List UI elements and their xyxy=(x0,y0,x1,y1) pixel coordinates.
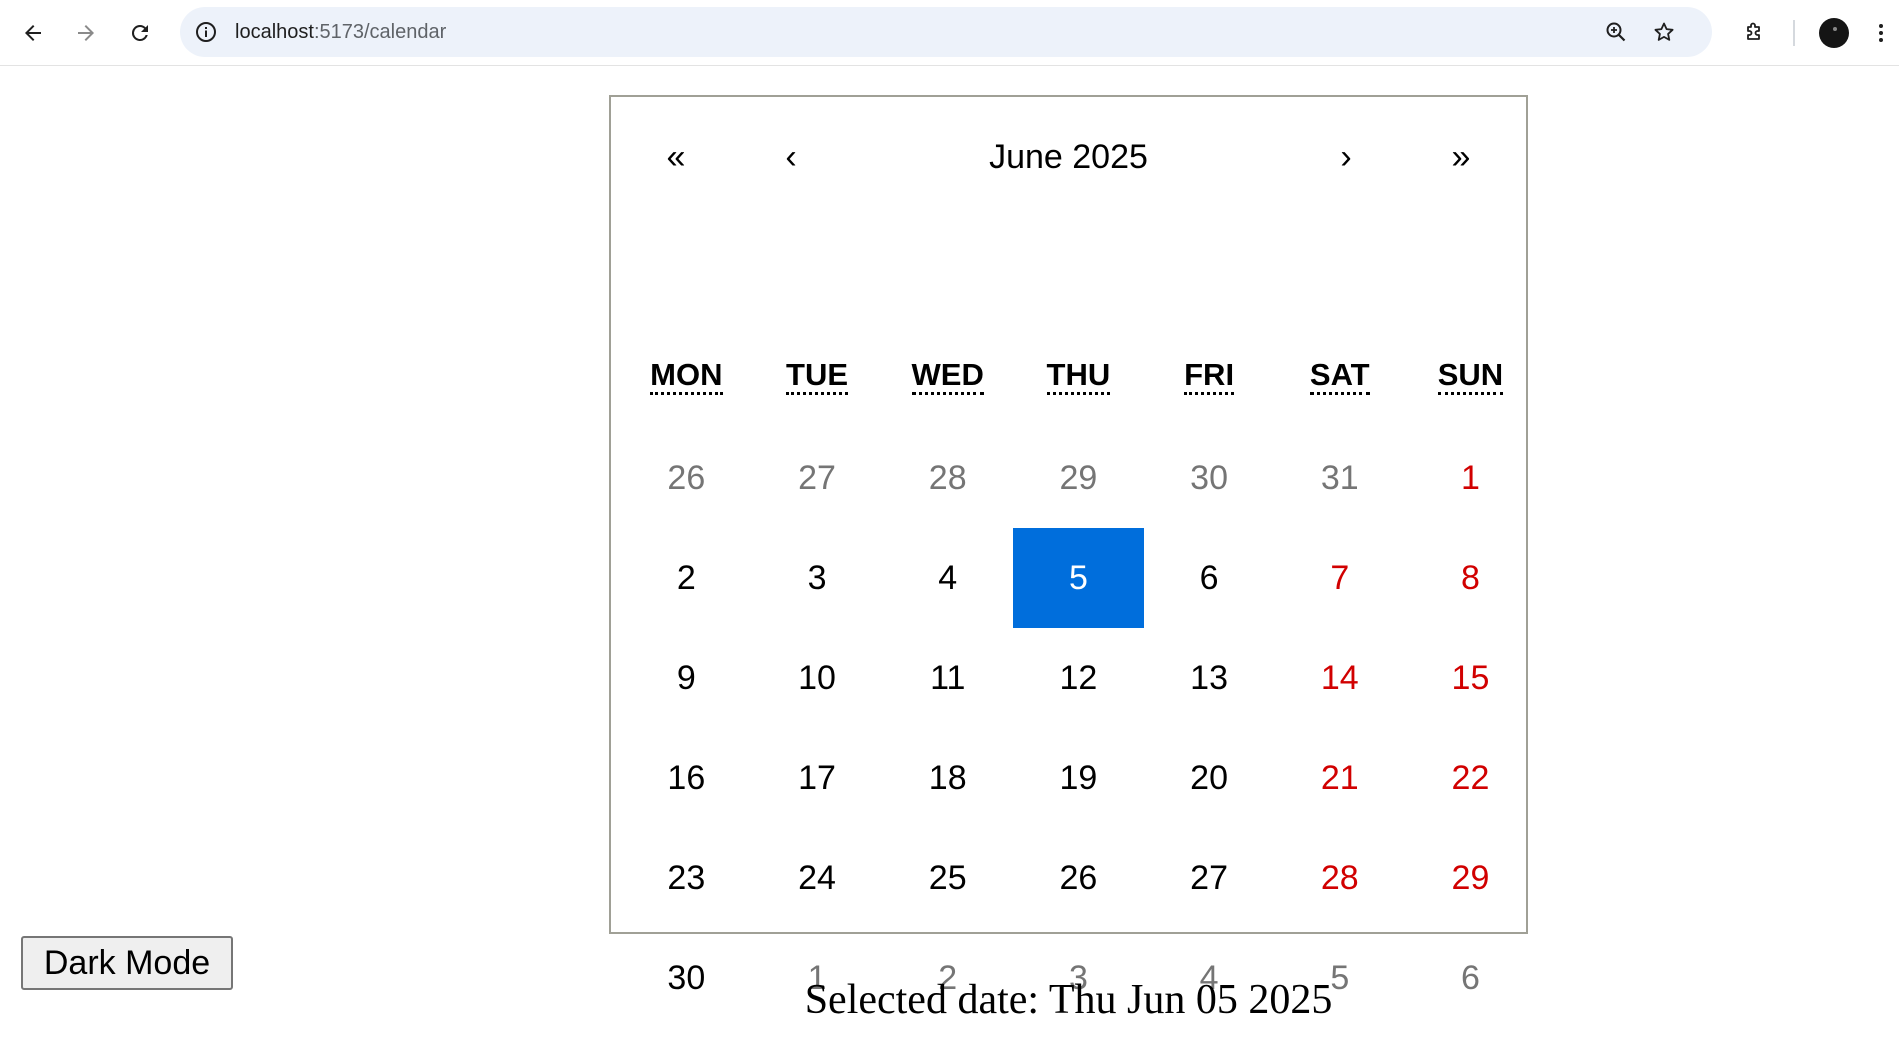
weekday-thu: THU xyxy=(1013,352,1144,402)
dark-mode-button[interactable]: Dark Mode xyxy=(21,936,233,990)
day-tile-selected[interactable]: 5 xyxy=(1013,528,1144,628)
prev-year-button[interactable]: « xyxy=(666,138,686,176)
arrow-left-icon xyxy=(25,25,41,41)
day-tile[interactable]: 3 xyxy=(1068,958,1088,997)
puzzle-icon xyxy=(1747,22,1760,40)
weekday-fri: FRI xyxy=(1144,352,1275,402)
weekday-header: MON TUE WED THU FRI SAT SUN xyxy=(621,352,1536,402)
url-text: localhost:5173/calendar xyxy=(235,7,446,57)
day-tile[interactable]: 21 xyxy=(1320,758,1359,797)
day-tile[interactable]: 2 xyxy=(676,558,696,597)
avatar[interactable] xyxy=(1819,18,1849,48)
day-tile[interactable]: 14 xyxy=(1320,658,1359,697)
reload-button[interactable] xyxy=(120,13,160,53)
day-tile[interactable]: 4 xyxy=(1199,958,1219,997)
day-tile[interactable]: 26 xyxy=(1059,858,1098,897)
selected-date-text: Selected date: Thu Jun 05 2025 xyxy=(804,977,1333,1023)
day-tile[interactable]: 11 xyxy=(930,658,966,697)
extensions-button[interactable] xyxy=(1734,13,1774,53)
month-label[interactable]: June 2025 xyxy=(989,138,1148,176)
back-button[interactable] xyxy=(13,13,53,53)
day-tile[interactable]: 23 xyxy=(667,858,706,897)
day-tile[interactable]: 30 xyxy=(1190,458,1228,497)
reload-icon xyxy=(131,24,148,41)
info-icon[interactable] xyxy=(194,20,218,44)
day-tile[interactable]: 6 xyxy=(1461,958,1480,997)
day-tile[interactable]: 15 xyxy=(1451,658,1490,697)
day-tile[interactable]: 27 xyxy=(1190,858,1228,897)
weekday-label: WED xyxy=(911,357,984,395)
day-tile[interactable]: 31 xyxy=(1320,458,1359,497)
weekday-label: FRI xyxy=(1184,357,1235,395)
day-tile[interactable]: 29 xyxy=(1059,458,1098,497)
weekday-label: SUN xyxy=(1437,357,1504,395)
weekday-label: MON xyxy=(650,357,723,395)
day-tile[interactable]: 27 xyxy=(798,458,836,497)
day-tile[interactable]: 12 xyxy=(1059,658,1098,697)
day-tile[interactable]: 25 xyxy=(928,858,967,897)
day-tile[interactable]: 28 xyxy=(1320,858,1359,897)
menu-button[interactable] xyxy=(1866,13,1896,53)
weekday-tue: TUE xyxy=(752,352,883,402)
day-tile[interactable]: 13 xyxy=(1190,658,1228,697)
day-tile[interactable]: 18 xyxy=(928,758,967,797)
address-bar[interactable]: localhost:5173/calendar xyxy=(180,7,1712,57)
day-tile[interactable]: 1 xyxy=(1461,458,1480,497)
weekday-label: TUE xyxy=(786,357,849,395)
toolbar-divider xyxy=(1793,20,1795,46)
day-tile[interactable]: 1 xyxy=(807,958,827,997)
day-tile[interactable]: 8 xyxy=(1461,558,1480,597)
next-month-button[interactable]: › xyxy=(1340,138,1352,176)
day-tile[interactable]: 29 xyxy=(1451,858,1490,897)
day-tile[interactable]: 5 xyxy=(1330,958,1350,997)
calendar-navigation: « ‹ June 2025 › » xyxy=(611,97,1526,217)
browser-toolbar: localhost:5173/calendar xyxy=(0,0,1899,66)
weekday-mon: MON xyxy=(621,352,752,402)
weekday-label: THU xyxy=(1046,357,1111,395)
arrow-right-icon xyxy=(78,25,94,41)
day-tile[interactable]: 24 xyxy=(798,858,836,897)
zoom-in-icon[interactable] xyxy=(1604,20,1628,44)
calendar: « ‹ June 2025 › » MON TUE WED THU FRI SAT SUN … xyxy=(609,95,1528,997)
day-tile[interactable]: 10 xyxy=(798,658,836,697)
day-tile[interactable]: 16 xyxy=(667,758,706,797)
day-tile[interactable]: 19 xyxy=(1059,758,1098,797)
prev-month-button[interactable]: ‹ xyxy=(785,138,797,176)
day-tile[interactable]: 30 xyxy=(667,958,706,997)
weekday-sat: SAT xyxy=(1274,352,1405,402)
weekday-sun: SUN xyxy=(1405,352,1536,402)
forward-button[interactable] xyxy=(66,13,106,53)
day-tile[interactable]: 4 xyxy=(938,558,958,597)
kebab-menu-icon xyxy=(1879,24,1883,42)
weekday-label: SAT xyxy=(1309,357,1370,395)
day-tile[interactable]: 22 xyxy=(1451,758,1490,797)
day-tile[interactable]: 9 xyxy=(676,658,696,697)
next-year-button[interactable]: » xyxy=(1451,138,1471,176)
star-icon[interactable] xyxy=(1652,20,1676,44)
day-tile[interactable]: 2 xyxy=(938,958,958,997)
day-tile[interactable]: 20 xyxy=(1190,758,1228,797)
day-tile[interactable]: 3 xyxy=(807,558,827,597)
url-path: :5173/calendar xyxy=(313,21,447,43)
day-tile[interactable]: 6 xyxy=(1199,558,1219,597)
weekday-wed: WED xyxy=(882,352,1013,402)
url-host: localhost xyxy=(235,21,314,43)
day-tile[interactable]: 26 xyxy=(667,458,706,497)
day-tile[interactable]: 17 xyxy=(798,758,836,797)
day-tile[interactable]: 28 xyxy=(928,458,967,497)
day-grid: 26 27 28 29 30 31 1 2 3 4 5 6 7 8 9 10 11 12 13 14 15 16 17 18 1… xyxy=(621,428,1536,1028)
day-tile[interactable]: 7 xyxy=(1330,558,1350,597)
